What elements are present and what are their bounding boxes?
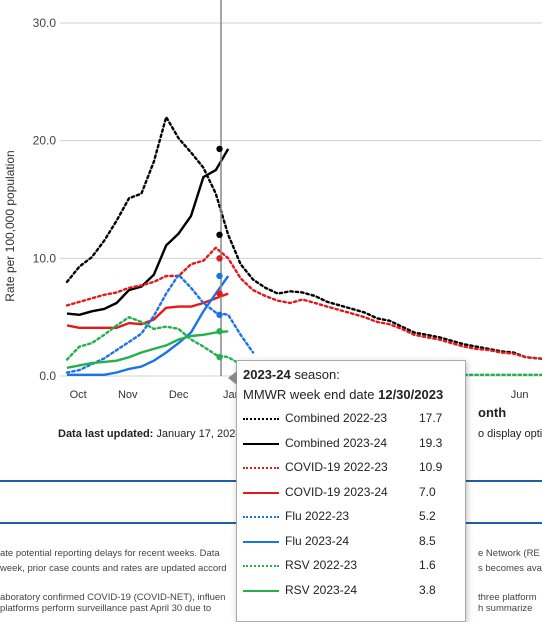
tooltip-swatch: [243, 589, 279, 592]
section-heading-fragment: onth: [478, 405, 507, 420]
tooltip-series-name: Combined 2022-23: [285, 411, 388, 425]
tooltip-row: COVID-19 2022-23 10.9: [237, 458, 465, 478]
hover-marker: [216, 255, 223, 262]
tooltip-series-name: COVID-19 2022-23: [285, 460, 388, 474]
tooltip-row: RSV 2022-23 1.6: [237, 556, 465, 576]
note-line-3: aboratory confirmed COVID-19 (COVID-NET)…: [0, 592, 226, 603]
hover-marker: [216, 290, 223, 297]
x-tick-label: Dec: [169, 389, 189, 401]
series-line: [66, 148, 230, 316]
note-line-1-right: e Network (RE: [478, 548, 540, 559]
last-updated-date: January 17, 2024: [156, 428, 242, 440]
note-line-4: platforms perform surveillance past Apri…: [0, 603, 212, 614]
tooltip-week-date: 12/30/2023: [378, 387, 444, 402]
series-line: [66, 292, 229, 329]
hover-markers: [216, 145, 223, 361]
y-tick-labels: 0.0 10.0 20.0 30.0: [33, 16, 57, 383]
tooltip-series-name: RSV 2022-23: [285, 558, 358, 572]
hover-marker: [216, 353, 223, 361]
x-tick-label: Oct: [70, 389, 87, 401]
tooltip-swatch: [243, 540, 279, 543]
last-updated-label: Data last updated:: [58, 428, 154, 440]
last-updated: Data last updated: January 17, 2024: [58, 428, 241, 440]
hover-marker: [216, 328, 223, 335]
tooltip-title: 2023-24 season:: [243, 367, 340, 382]
y-tick-label: 30.0: [33, 16, 57, 30]
tooltip-week: MMWR week end date 12/30/2023: [243, 387, 443, 402]
tooltip-series-value: 10.9: [419, 460, 443, 474]
y-tick-label: 0.0: [39, 369, 56, 383]
tooltip-season-suffix: season:: [290, 367, 340, 382]
series-layer: [65, 115, 542, 376]
tooltip-series-value: 1.6: [419, 558, 436, 572]
tooltip-swatch: [243, 491, 279, 494]
tooltip-series-value: 17.7: [419, 411, 443, 425]
series-line: [65, 115, 542, 360]
note-line-1: ate potential reporting delays for recen…: [0, 548, 220, 559]
hover-marker: [216, 311, 223, 319]
tooltip-row: Combined 2023-24 19.3: [237, 434, 465, 454]
tooltip-row: COVID-19 2023-24 7.0: [237, 483, 465, 503]
tooltip-row: Flu 2023-24 8.5: [237, 532, 465, 552]
tooltip-series-name: RSV 2023-24: [285, 582, 358, 597]
series-line: [66, 330, 229, 369]
tooltip-series-value: 7.0: [419, 484, 436, 499]
tooltip-series-value: 5.2: [419, 509, 436, 523]
tooltip-swatch: [243, 442, 279, 445]
tooltip-swatch: [243, 418, 279, 420]
tooltip-swatch: [243, 516, 279, 518]
tooltip-row: RSV 2023-24 3.8: [237, 581, 465, 601]
tooltip-swatch: [243, 565, 279, 567]
note-line-3-right: three platform: [478, 592, 537, 603]
tooltip-row: Flu 2022-23 5.2: [237, 507, 465, 527]
tooltip-series-name: Flu 2022-23: [285, 509, 350, 523]
tooltip-season: 2023-24: [243, 367, 291, 382]
tooltip-series-name: COVID-19 2023-24: [285, 484, 388, 499]
x-tick-label: Nov: [118, 389, 138, 401]
tooltip-series-value: 19.3: [419, 435, 443, 450]
display-options-fragment[interactable]: o display opti: [478, 428, 542, 440]
chart-tooltip: 2023-24 season: MMWR week end date 12/30…: [228, 360, 466, 622]
tooltip-series-value: 3.8: [419, 582, 436, 597]
tooltip-series-name: Flu 2023-24: [285, 533, 350, 548]
hover-marker: [216, 231, 223, 238]
tooltip-week-prefix: MMWR week end date: [243, 387, 379, 402]
y-tick-label: 20.0: [33, 134, 57, 148]
x-tick-label: Jun: [511, 389, 529, 401]
tooltip-series-value: 8.5: [419, 533, 436, 548]
note-line-4-right: h summarize: [478, 603, 533, 614]
hover-marker: [216, 272, 223, 280]
series-line: [65, 246, 542, 360]
hover-marker: [216, 145, 223, 153]
series-line: [67, 275, 230, 376]
y-tick-label: 10.0: [33, 251, 57, 265]
y-axis-label: Rate per 100,000 population: [3, 150, 17, 301]
tooltip-swatch: [243, 467, 279, 469]
note-line-2: week, prior case counts and rates are up…: [0, 563, 227, 574]
tooltip-row: Combined 2022-23 17.7: [237, 409, 465, 429]
note-line-2-right: s becomes ava: [478, 563, 542, 574]
tooltip-series-name: Combined 2023-24: [285, 435, 388, 450]
